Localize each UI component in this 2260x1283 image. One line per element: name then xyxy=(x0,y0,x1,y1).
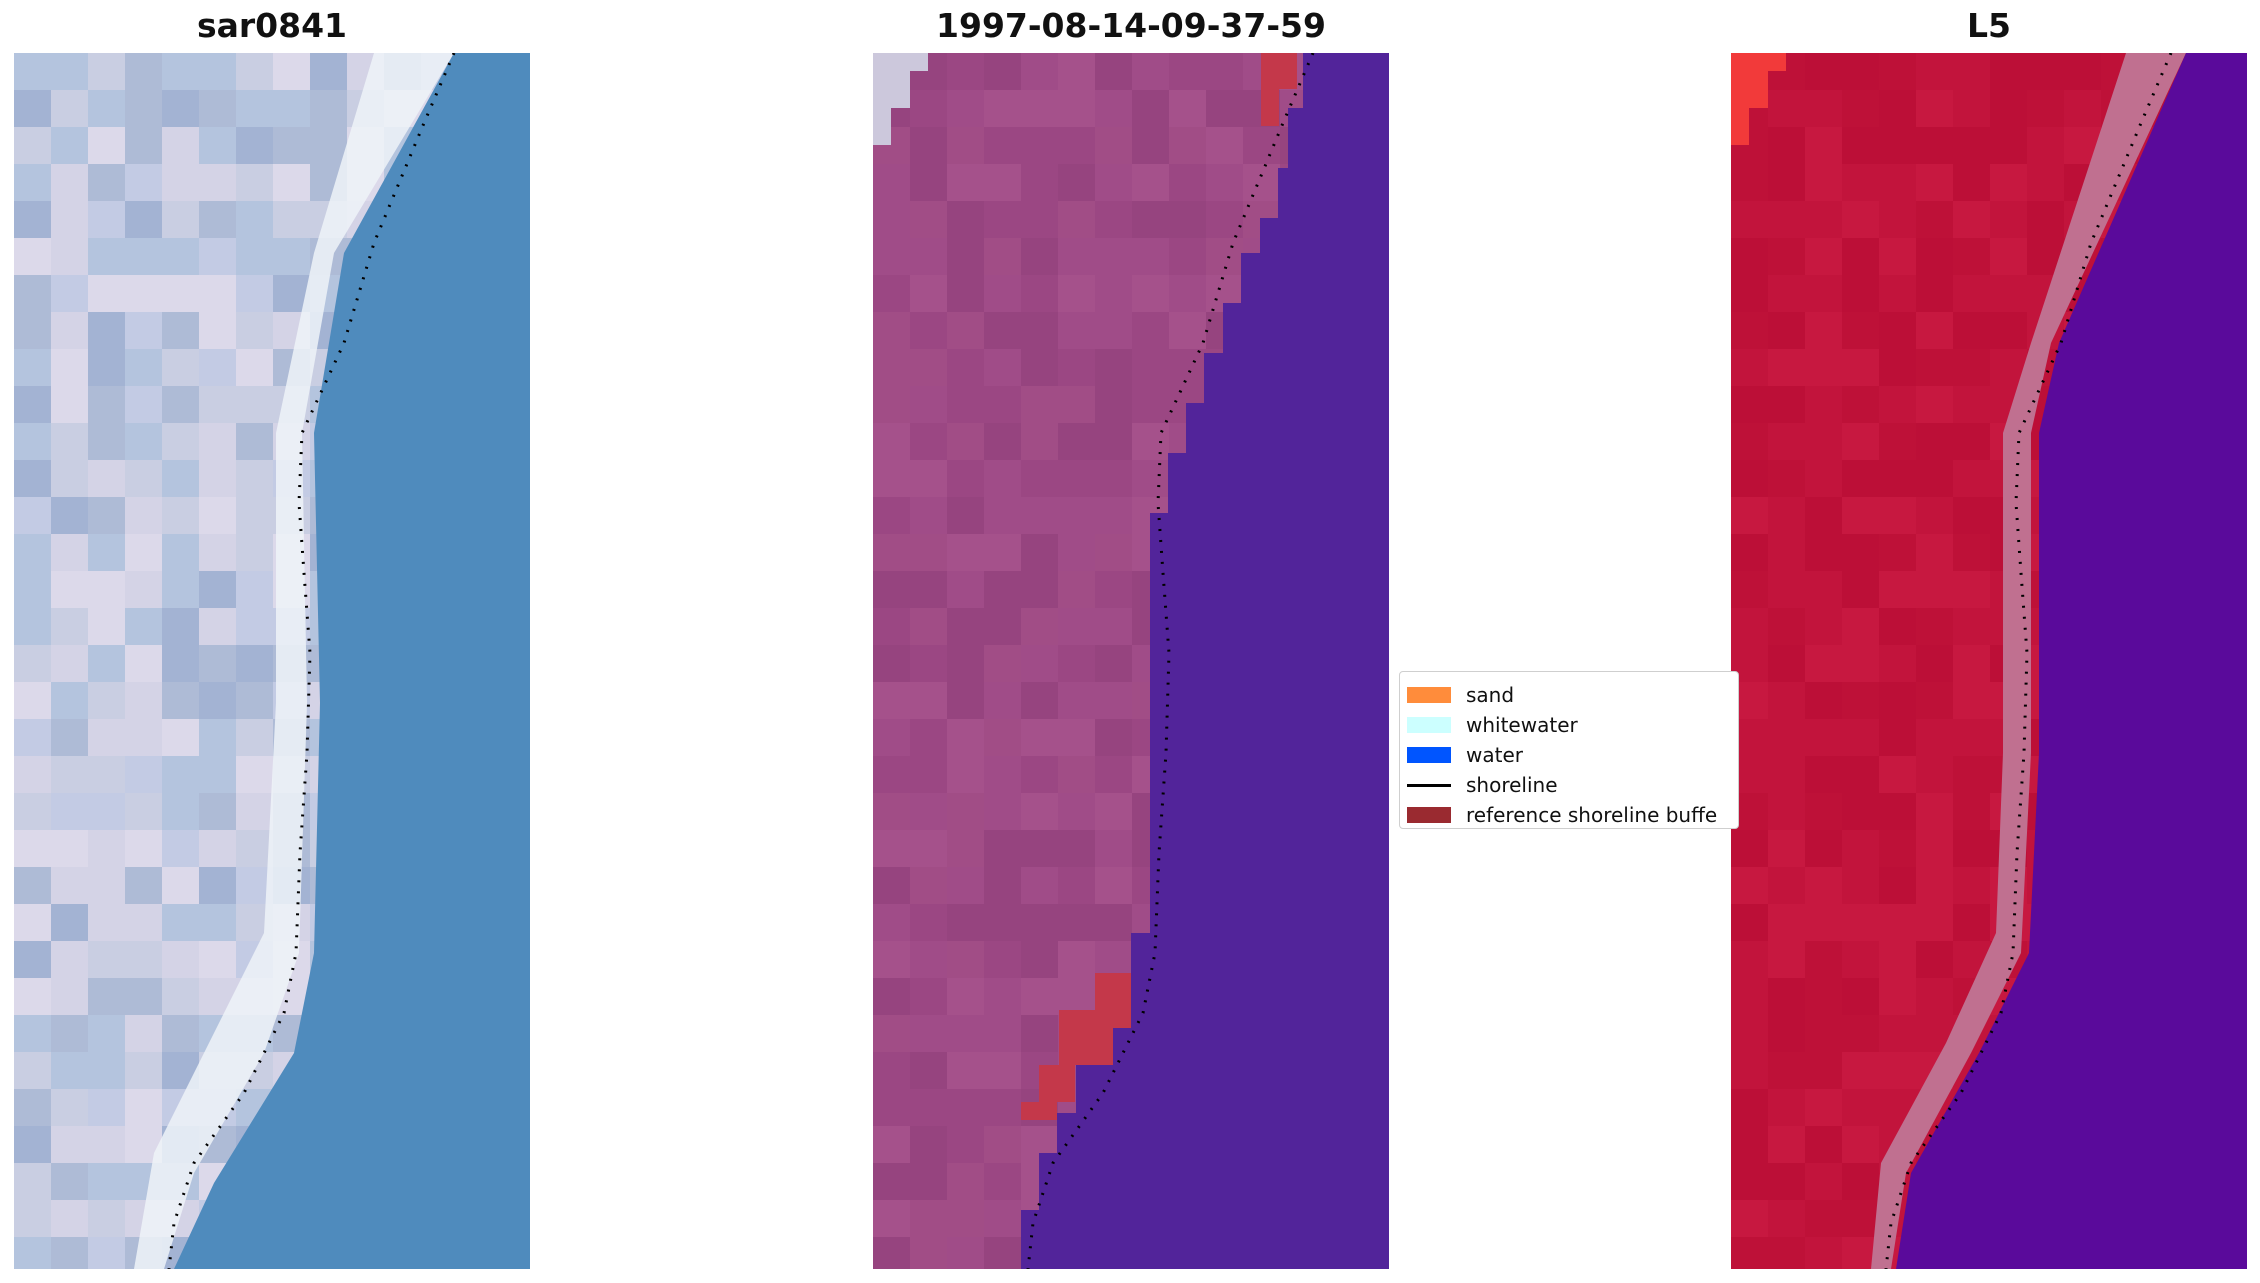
buffer-swatch xyxy=(1407,807,1451,823)
water-index-area xyxy=(1896,53,2247,1269)
water-class-area xyxy=(1021,53,1389,1269)
ndwi-image xyxy=(1731,53,2247,1269)
rgb-image xyxy=(14,53,530,1269)
legend-label: reference shoreline buffe xyxy=(1466,803,1718,827)
sand-swatch xyxy=(1407,687,1451,703)
legend-label: shoreline xyxy=(1466,773,1558,797)
legend-label: sand xyxy=(1466,683,1515,707)
legend: sand whitewater water shoreline referenc… xyxy=(1399,671,1739,829)
legend-item-whitewater: whitewater xyxy=(1407,712,1578,738)
legend-label: water xyxy=(1466,743,1523,767)
panel-title-rgb: sar0841 xyxy=(196,6,348,45)
panel-title-classified: 1997-08-14-09-37-59 xyxy=(936,6,1326,45)
high-value-patch xyxy=(1731,53,1786,145)
whitewater-patch xyxy=(873,53,928,145)
rgb-image-panel xyxy=(14,53,530,1269)
legend-item-shoreline: shoreline xyxy=(1407,772,1558,798)
legend-item-water: water xyxy=(1407,742,1523,768)
legend-item-reference-buffer: reference shoreline buffe xyxy=(1407,802,1717,828)
legend-item-sand: sand xyxy=(1407,682,1514,708)
reference-buffer-patches xyxy=(1021,53,1297,1120)
ocean-area xyxy=(174,53,530,1269)
legend-label: whitewater xyxy=(1466,713,1578,737)
water-texture xyxy=(1731,53,2247,1269)
classified-image xyxy=(873,53,1389,1269)
transition-band xyxy=(1871,53,2186,1269)
shoreline-swatch xyxy=(1407,783,1451,787)
ndwi-image-panel xyxy=(1731,53,2247,1269)
surf-band xyxy=(134,53,454,1269)
panel-title-ndwi: L5 xyxy=(1967,6,2011,45)
water-swatch xyxy=(1407,747,1451,763)
whitewater-swatch xyxy=(1407,717,1451,733)
classified-image-panel xyxy=(873,53,1389,1269)
